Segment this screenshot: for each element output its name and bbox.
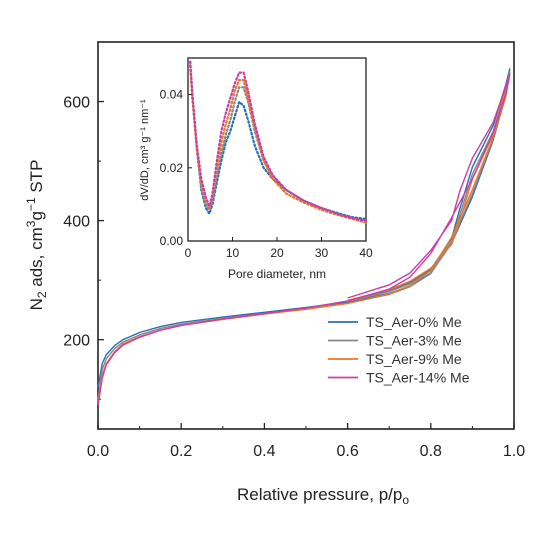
main-y-tick-label: 200 xyxy=(63,333,90,350)
main-y-axis-label: N2 ads, cm3g−1 STP xyxy=(24,160,49,311)
main-x-axis-label: Relative pressure, p/po xyxy=(237,485,409,507)
inset-x-tick-label: 20 xyxy=(270,246,284,260)
main-series-group xyxy=(97,68,511,406)
main-x-axis: 0.0 0.2 0.4 0.6 0.8 1.0 xyxy=(87,423,525,460)
main-x-tick-label: 0.4 xyxy=(253,443,275,460)
legend-label: TS_Aer-0% Me xyxy=(366,314,462,330)
main-x-tick-label: 0.6 xyxy=(336,443,358,460)
isotherm-series-line xyxy=(97,72,511,403)
inset-x-tick-label: 10 xyxy=(226,246,240,260)
inset-x-tick-label: 30 xyxy=(315,246,329,260)
inset-y-tick-label: 0.04 xyxy=(160,88,184,102)
legend: TS_Aer-0% Me TS_Aer-3% Me TS_Aer-9% Me TS_A… xyxy=(328,314,470,386)
inset-x-tick-label: 40 xyxy=(359,246,373,260)
main-x-tick-label: 1.0 xyxy=(503,443,525,460)
main-x-tick-label: 0.0 xyxy=(87,443,109,460)
legend-label: TS_Aer-9% Me xyxy=(366,351,462,367)
legend-label: TS_Aer-14% Me xyxy=(366,370,470,386)
inset-y-axis: 0.00 0.02 0.04 xyxy=(160,88,192,248)
inset-x-axis: 0 10 20 30 40 xyxy=(185,237,373,260)
main-x-tick-label: 0.2 xyxy=(170,443,192,460)
main-x-tick-label: 0.8 xyxy=(420,443,442,460)
inset-series-group xyxy=(189,60,368,224)
inset-y-tick-label: 0.02 xyxy=(160,161,184,175)
inset-y-axis-label: dV/dD, cm³ g⁻¹ nm⁻¹ xyxy=(139,99,151,201)
inset-x-tick-label: 0 xyxy=(185,246,192,260)
pore-distribution-series-line xyxy=(189,60,368,222)
inset-x-axis-label: Pore diameter, nm xyxy=(228,267,326,281)
legend-label: TS_Aer-3% Me xyxy=(366,333,462,349)
inset-y-tick-label: 0.00 xyxy=(160,234,184,248)
isotherm-series-line xyxy=(97,74,511,406)
main-y-tick-label: 400 xyxy=(63,214,90,231)
main-y-axis: 200 400 600 xyxy=(63,95,104,400)
main-y-tick-label: 600 xyxy=(63,95,90,112)
